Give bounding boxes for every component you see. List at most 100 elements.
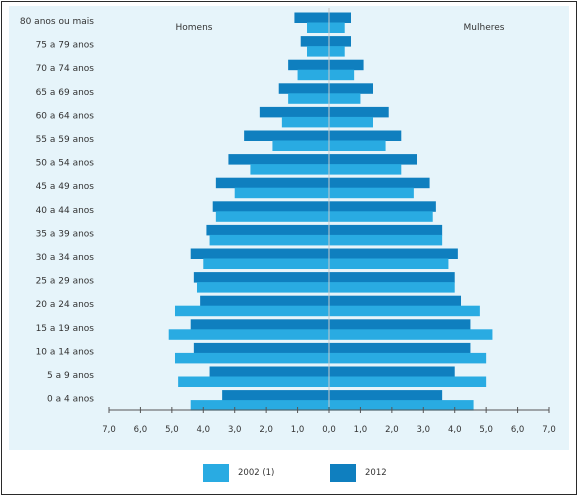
bar-homens-2012 <box>300 36 329 47</box>
category-label: 5 a 9 anos <box>47 371 94 381</box>
bar-mulheres-2012 <box>329 390 443 401</box>
x-tick-label: 3,0 <box>228 425 242 435</box>
bar-homens-2002 <box>288 93 329 104</box>
bar-mulheres-2002 <box>329 211 433 222</box>
x-tick-label: 1,0 <box>291 425 305 435</box>
bar-mulheres-2012 <box>329 319 471 330</box>
category-label: 20 a 24 anos <box>36 300 95 310</box>
bar-mulheres-2012 <box>329 154 418 165</box>
bar-mulheres-2012 <box>329 83 374 94</box>
category-label: 40 a 44 anos <box>36 206 95 216</box>
x-tick-label: 4,0 <box>448 425 462 435</box>
bar-homens-2002 <box>272 140 329 151</box>
bar-homens-2012 <box>222 390 329 401</box>
bar-homens-2002 <box>196 282 329 293</box>
bar-mulheres-2012 <box>329 59 364 71</box>
bar-mulheres-2012 <box>329 177 430 189</box>
bar-homens-2002 <box>174 305 329 317</box>
bar-homens-2002 <box>168 329 329 340</box>
bar-homens-2012 <box>259 106 329 118</box>
bar-mulheres-2012 <box>329 130 402 141</box>
bar-homens-2002 <box>297 69 329 81</box>
x-tick-label: 5,0 <box>479 425 493 435</box>
bar-mulheres-2012 <box>329 201 436 212</box>
bar-homens-2012 <box>288 59 329 71</box>
bar-mulheres-2002 <box>329 140 386 151</box>
category-label: 25 a 29 anos <box>36 277 95 287</box>
bar-mulheres-2002 <box>329 329 493 340</box>
bar-mulheres-2002 <box>329 234 443 246</box>
x-tick-label: 2,0 <box>385 425 399 435</box>
bar-homens-2002 <box>190 400 329 411</box>
bar-mulheres-2012 <box>329 224 443 236</box>
bar-homens-2002 <box>215 211 329 222</box>
bar-homens-2012 <box>212 201 329 212</box>
category-label: 65 a 69 anos <box>36 88 95 98</box>
bar-mulheres-2002 <box>329 400 474 411</box>
category-label: 60 a 64 anos <box>36 111 95 121</box>
bar-homens-2012 <box>228 154 329 165</box>
category-label: 50 a 54 anos <box>36 159 95 169</box>
bar-mulheres-2012 <box>329 36 352 47</box>
x-tick-label: 4,0 <box>197 425 211 435</box>
bar-mulheres-2012 <box>329 295 462 307</box>
bar-homens-2012 <box>190 248 329 259</box>
bar-homens-2012 <box>278 83 329 94</box>
side-label-homens: Homens <box>176 23 213 33</box>
bar-mulheres-2002 <box>329 376 487 387</box>
legend-swatch-2012 <box>330 464 356 482</box>
legend-swatch-2002 <box>203 464 229 482</box>
x-tick-label: 6,0 <box>134 425 148 435</box>
category-label: 55 a 59 anos <box>36 135 95 145</box>
legend-item-2012: 2012 <box>330 463 387 483</box>
x-tick-label: 0,0 <box>322 425 336 435</box>
category-label: 70 a 74 anos <box>36 64 95 74</box>
bar-homens-2012 <box>193 272 329 283</box>
bar-mulheres-2002 <box>329 69 355 81</box>
bar-mulheres-2012 <box>329 106 389 118</box>
bar-mulheres-2012 <box>329 342 471 354</box>
bar-mulheres-2012 <box>329 366 455 377</box>
category-label: 75 a 79 anos <box>36 41 95 51</box>
bar-mulheres-2012 <box>329 12 352 23</box>
bar-mulheres-2012 <box>329 272 455 283</box>
bar-homens-2012 <box>200 295 329 307</box>
bar-mulheres-2002 <box>329 258 449 269</box>
x-tick-label: 7,0 <box>542 425 556 435</box>
bar-homens-2002 <box>178 376 329 387</box>
bar-homens-2012 <box>244 130 329 141</box>
x-tick-label: 2,0 <box>259 425 273 435</box>
category-label: 10 a 14 anos <box>36 347 95 357</box>
category-label: 45 a 49 anos <box>36 182 95 192</box>
x-tick-label: 3,0 <box>417 425 431 435</box>
bar-homens-2012 <box>209 366 329 377</box>
bar-mulheres-2002 <box>329 305 480 317</box>
bar-homens-2012 <box>215 177 329 189</box>
bar-mulheres-2002 <box>329 93 361 104</box>
x-tick-label: 6,0 <box>511 425 525 435</box>
x-tick-label: 1,0 <box>354 425 368 435</box>
x-tick-label: 7,0 <box>102 425 116 435</box>
bar-homens-2012 <box>190 319 329 330</box>
category-label: 0 a 4 anos <box>47 395 94 405</box>
category-label: 30 a 34 anos <box>36 253 95 263</box>
legend-item-2002: 2002 (1) <box>203 463 274 483</box>
bar-mulheres-2002 <box>329 187 414 199</box>
category-label: 35 a 39 anos <box>36 229 95 239</box>
bar-mulheres-2002 <box>329 164 402 175</box>
bar-homens-2012 <box>294 12 329 23</box>
bar-mulheres-2002 <box>329 282 455 293</box>
bar-homens-2012 <box>193 342 329 354</box>
bar-homens-2002 <box>234 187 329 199</box>
bar-homens-2002 <box>250 164 329 175</box>
side-label-mulheres: Mulheres <box>464 23 505 33</box>
bar-mulheres-2002 <box>329 46 345 57</box>
category-label: 15 a 19 anos <box>36 324 95 334</box>
bar-homens-2002 <box>209 234 329 246</box>
legend-label-2012: 2012 <box>365 468 387 478</box>
bar-homens-2002 <box>281 116 329 128</box>
bar-mulheres-2002 <box>329 22 345 33</box>
category-label: 80 anos ou mais <box>20 17 94 27</box>
x-tick-label: 5,0 <box>165 425 179 435</box>
